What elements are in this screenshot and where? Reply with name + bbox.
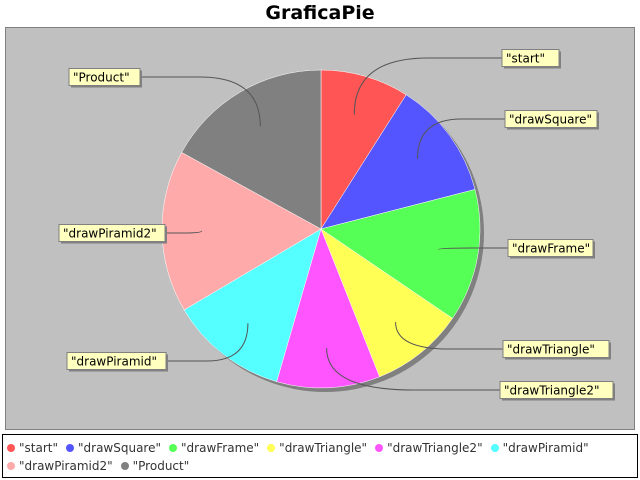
slice-label-box	[499, 381, 614, 399]
legend-item: "Product"	[120, 457, 190, 475]
legend-swatch-icon	[7, 444, 15, 452]
label-leader-line	[326, 348, 500, 391]
label-leader-line	[140, 76, 261, 127]
slice-label: "drawFrame"	[512, 242, 590, 256]
chart-title: GraficaPie	[265, 2, 375, 24]
legend-swatch-icon	[490, 444, 499, 452]
legend-item: "drawSquare"	[66, 439, 161, 457]
legend-label: "Product"	[132, 459, 190, 473]
legend-item: "start"	[7, 439, 58, 457]
legend: "start" "drawSquare" "drawFrame" "drawTrian…	[2, 434, 638, 478]
legend-swatch-icon	[120, 462, 129, 470]
label-leader-line	[437, 247, 508, 250]
legend-label: "drawFrame"	[181, 441, 260, 455]
label-leader-line	[166, 323, 249, 362]
legend-swatch-icon	[7, 462, 15, 470]
legend-item: "drawFrame"	[169, 439, 259, 457]
legend-item: "drawTriangle"	[267, 439, 367, 457]
slice-label-box	[502, 340, 610, 358]
legend-item: "drawPiramid"	[490, 439, 589, 457]
legend-label: "drawTriangle"	[279, 441, 368, 455]
pie-chart: "start" "drawSquare" "drawFrame" "drawTrian…	[58, 49, 615, 401]
plot-area: "start" "drawSquare" "drawFrame" "drawTrian…	[5, 27, 635, 430]
slice-label-box	[507, 239, 594, 257]
slice-label-box	[58, 224, 166, 242]
slice-label: "drawPiramid2"	[63, 227, 157, 241]
slice-label-box	[501, 49, 560, 67]
legend-label: "drawPiramid"	[502, 441, 589, 455]
slice-label: "drawTriangle"	[507, 343, 595, 357]
label-leader-line	[165, 230, 203, 234]
label-leader-line	[395, 322, 503, 350]
legend-label: "drawPiramid2"	[19, 459, 113, 473]
label-leader-line	[416, 118, 505, 159]
slice-label-box	[68, 68, 141, 86]
slice-label: "drawSquare"	[509, 113, 592, 127]
pie-slice[interactable]	[320, 228, 453, 378]
slice-label: "Product"	[73, 71, 130, 85]
slice-label-box	[66, 352, 167, 370]
legend-swatch-icon	[375, 444, 384, 452]
slice-label: "drawPiramid"	[71, 355, 157, 369]
pie-slice[interactable]	[320, 189, 481, 319]
legend-label: "start"	[19, 441, 58, 455]
pie-slice[interactable]	[320, 69, 407, 230]
pie-slice[interactable]	[183, 228, 322, 382]
slice-label: "start"	[506, 52, 545, 66]
pie-slice[interactable]	[320, 94, 476, 230]
legend-item: "drawPiramid2"	[7, 457, 113, 475]
legend-label: "drawTriangle2"	[387, 441, 483, 455]
legend-swatch-icon	[66, 444, 74, 452]
slice-label-box	[504, 110, 598, 128]
pie-slice[interactable]	[276, 228, 380, 389]
legend-label: "drawSquare"	[78, 441, 162, 455]
legend-swatch-icon	[169, 444, 178, 452]
legend-swatch-icon	[267, 444, 276, 452]
label-leader-line	[353, 57, 502, 115]
legend-item: "drawTriangle2"	[375, 439, 483, 457]
pie-slice[interactable]	[181, 69, 322, 230]
slice-label: "drawTriangle2"	[504, 384, 600, 398]
